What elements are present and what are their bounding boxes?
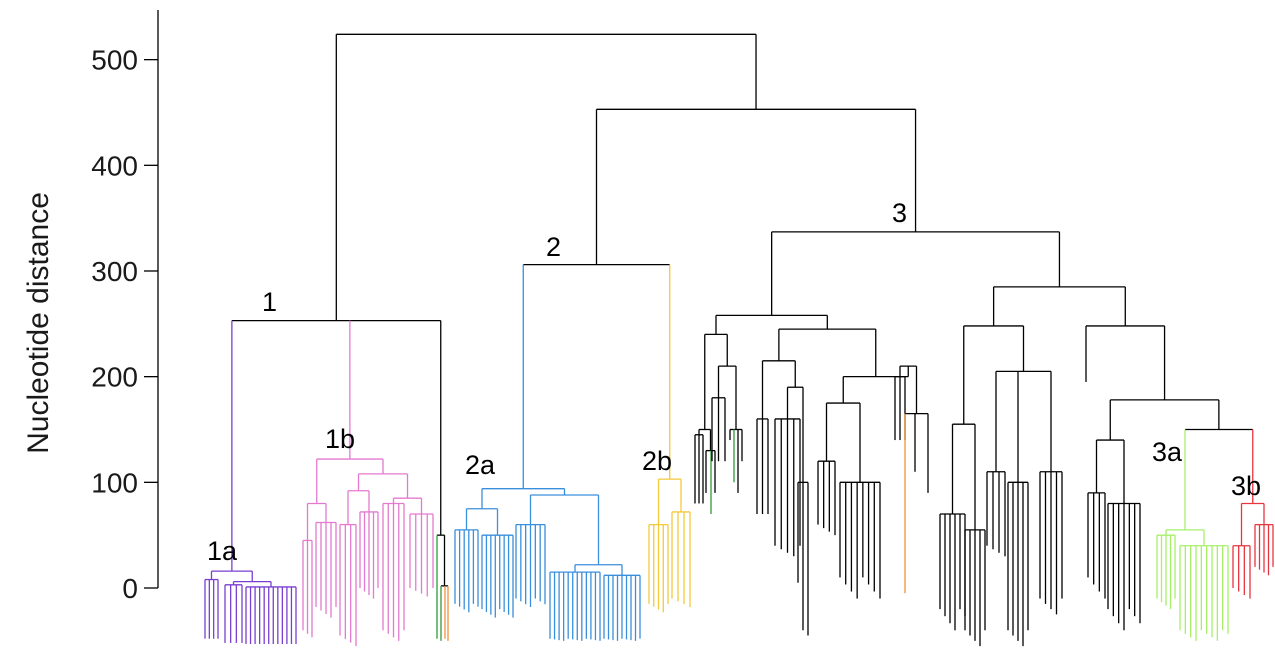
y-tick-label: 200 [91, 362, 138, 393]
y-tick-label: 300 [91, 256, 138, 287]
clade-label: 3a [1152, 437, 1183, 467]
y-tick-label: 0 [122, 573, 138, 604]
clade-labels: 1 1a 1b 2 2a 2b 3 3a 3b [207, 198, 1261, 566]
y-axis: 0 100 200 300 400 500 [91, 10, 159, 604]
y-tick-label: 400 [91, 150, 138, 181]
clade-label: 2 [546, 232, 561, 262]
clade-label: 1b [325, 424, 355, 454]
y-tick-label: 100 [91, 467, 138, 498]
tree-branches [204, 33, 1274, 647]
clade-label: 2b [642, 446, 672, 476]
clade-label: 2a [465, 450, 496, 480]
clade-label: 3 [892, 198, 907, 228]
clade-label: 1 [262, 287, 277, 317]
clade-label: 3b [1231, 471, 1261, 501]
clade-label: 1a [207, 536, 238, 566]
y-axis-title: Nucleotide distance [22, 192, 55, 454]
y-tick-label: 500 [91, 45, 138, 76]
